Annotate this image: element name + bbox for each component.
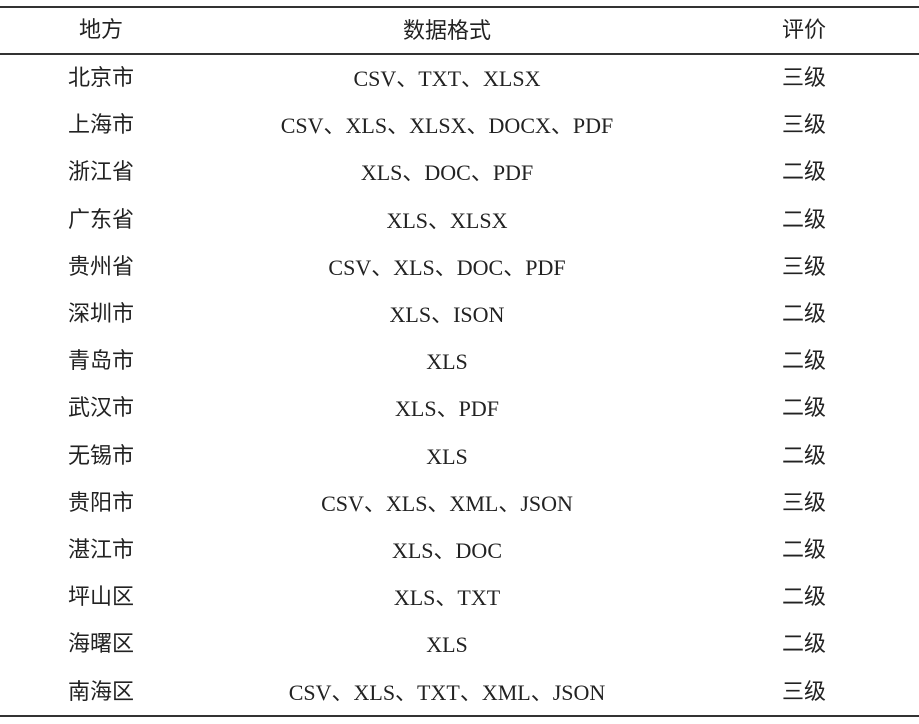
- table-row: 深圳市 XLS、ISON 二级: [0, 291, 919, 338]
- format-cell: XLS、DOC: [391, 538, 502, 563]
- region-cell: 坪山区: [67, 585, 134, 611]
- rating-cell: 二级: [781, 396, 826, 422]
- region-cell: 广东省: [67, 207, 134, 233]
- format-cell: XLS: [426, 349, 468, 375]
- header-rule: [0, 53, 919, 55]
- format-cell: XLS、TXT: [393, 585, 501, 611]
- format-cell: XLS、XLSX: [386, 207, 508, 233]
- region-cell: 上海市: [67, 113, 134, 139]
- rating-cell: 二级: [781, 207, 826, 233]
- table-row: 贵阳市 CSV、XLS、XML、JSON 三级: [0, 480, 919, 527]
- table-row: 贵州省 CSV、XLS、DOC、PDF 三级: [0, 244, 919, 291]
- format-cell: XLS、DOC、PDF: [360, 160, 534, 186]
- rating-cell: 三级: [781, 490, 826, 516]
- format-cell: CSV、XLS、XLSX、DOCX、PDF: [280, 113, 614, 139]
- region-cell: 北京市: [67, 66, 134, 91]
- format-cell: CSV、XLS、DOC、PDF: [328, 254, 566, 280]
- table-row: 海曙区 XLS 二级: [0, 621, 919, 668]
- region-cell: 湛江市: [67, 538, 134, 563]
- rating-cell: 二级: [781, 302, 826, 327]
- region-cell: 贵阳市: [67, 490, 134, 516]
- rating-cell: 二级: [781, 632, 826, 658]
- rating-cell: 二级: [781, 443, 826, 469]
- header-region: 地方: [78, 18, 123, 43]
- format-cell: CSV、TXT、XLSX: [353, 66, 541, 91]
- rating-cell: 二级: [781, 349, 826, 375]
- rating-cell: 三级: [781, 254, 826, 280]
- table-row: 北京市 CSV、TXT、XLSX 三级: [0, 55, 919, 102]
- table-row: 湛江市 XLS、DOC 二级: [0, 527, 919, 574]
- format-cell: XLS、PDF: [395, 396, 499, 422]
- table-row: 武汉市 XLS、PDF 二级: [0, 385, 919, 432]
- table-header: 地方 数据格式 评价: [0, 7, 919, 54]
- region-cell: 青岛市: [67, 349, 134, 375]
- table-row: 青岛市 XLS 二级: [0, 338, 919, 385]
- header-data-format: 数据格式: [402, 18, 491, 43]
- header-rating: 评价: [781, 18, 826, 43]
- region-cell: 深圳市: [67, 302, 134, 327]
- region-cell: 无锡市: [67, 443, 134, 469]
- table-row: 无锡市 XLS 二级: [0, 433, 919, 480]
- region-cell: 浙江省: [67, 160, 134, 186]
- rating-cell: 二级: [781, 538, 826, 563]
- format-cell: XLS: [426, 632, 468, 658]
- table-row: 上海市 CSV、XLS、XLSX、DOCX、PDF 三级: [0, 102, 919, 149]
- rating-cell: 二级: [781, 160, 826, 186]
- rating-cell: 二级: [781, 585, 826, 611]
- rating-cell: 三级: [781, 679, 826, 705]
- bottom-rule: [0, 715, 919, 717]
- format-cell: CSV、XLS、TXT、XML、JSON: [288, 679, 606, 705]
- region-cell: 贵州省: [67, 254, 134, 280]
- format-cell: XLS、ISON: [389, 302, 505, 327]
- format-cell: CSV、XLS、XML、JSON: [321, 490, 573, 516]
- region-cell: 南海区: [67, 679, 134, 705]
- rating-cell: 三级: [781, 113, 826, 139]
- region-cell: 海曙区: [67, 632, 134, 658]
- table-row: 坪山区 XLS、TXT 二级: [0, 574, 919, 621]
- rating-cell: 三级: [781, 66, 826, 91]
- region-cell: 武汉市: [67, 396, 134, 422]
- table-row: 浙江省 XLS、DOC、PDF 二级: [0, 149, 919, 196]
- table-row: 广东省 XLS、XLSX 二级: [0, 197, 919, 244]
- table-row: 南海区 CSV、XLS、TXT、XML、JSON 三级: [0, 669, 919, 716]
- format-cell: XLS: [426, 443, 468, 469]
- top-rule: [0, 6, 919, 8]
